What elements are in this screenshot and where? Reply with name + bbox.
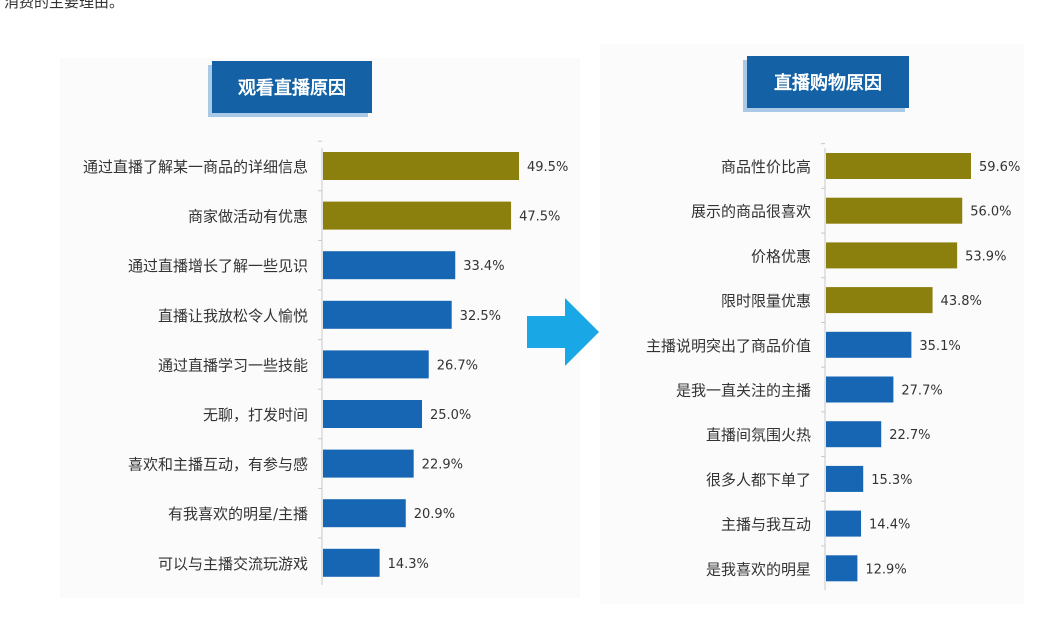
category-label: 直播让我放松令人愉悦 (158, 307, 308, 325)
category-label: 喜欢和主播互动，有参与感 (128, 456, 308, 474)
value-label: 53.9% (965, 249, 1006, 264)
value-label: 14.4% (869, 518, 910, 533)
bar-5 (323, 400, 422, 428)
value-label: 47.5% (519, 210, 560, 225)
bar-4 (323, 350, 429, 379)
bar-8 (826, 510, 862, 537)
value-label: 22.7% (889, 428, 930, 443)
category-label: 通过直播了解某一商品的详细信息 (83, 158, 308, 176)
bar-5 (826, 376, 894, 403)
category-label: 无聊，打发时间 (203, 406, 308, 424)
value-label: 12.9% (865, 562, 906, 577)
value-label: 20.9% (414, 507, 455, 522)
intro-text-fragment: 消费的主要理由。 (4, 0, 125, 11)
bar-2 (826, 242, 958, 269)
bar-6 (323, 449, 414, 478)
bar-1 (323, 201, 512, 230)
category-label: 很多人都下单了 (706, 471, 811, 489)
category-label: 是我一直关注的主播 (676, 382, 811, 400)
value-label: 49.5% (527, 160, 568, 175)
category-label: 有我喜欢的明星/主播 (168, 505, 308, 523)
category-label: 可以与主播交流玩游戏 (158, 555, 308, 573)
bar-6 (826, 421, 882, 448)
right-arrow-icon (527, 298, 599, 366)
category-label: 直播间氛围火热 (706, 426, 811, 444)
value-label: 43.8% (941, 294, 982, 309)
value-label: 15.3% (871, 473, 912, 488)
bar-8 (323, 548, 380, 577)
bar-0 (826, 153, 971, 179)
value-label: 56.0% (970, 205, 1011, 220)
value-label: 35.1% (919, 339, 960, 354)
value-label: 32.5% (460, 309, 501, 324)
category-label: 展示的商品很喜欢 (691, 203, 811, 221)
bar-4 (826, 331, 912, 358)
right-chart-title: 直播购物原因 (747, 56, 909, 108)
category-label: 商家做活动有优惠 (188, 208, 308, 226)
category-label: 通过直播学习一些技能 (158, 356, 308, 374)
bar-7 (323, 499, 406, 528)
category-label: 主播与我互动 (721, 516, 811, 534)
category-label: 商品性价比高 (721, 158, 811, 176)
value-label: 59.6% (979, 160, 1020, 175)
value-label: 14.3% (388, 557, 429, 572)
category-label: 限时限量优惠 (721, 292, 811, 310)
category-label: 通过直播增长了解一些见识 (128, 257, 308, 275)
value-label: 27.7% (901, 384, 942, 399)
left-chart-title: 观看直播原因 (212, 61, 372, 113)
bar-1 (826, 197, 963, 224)
bar-0 (323, 152, 519, 180)
value-label: 22.9% (422, 458, 463, 473)
category-label: 价格优惠 (751, 247, 811, 265)
bar-7 (826, 465, 864, 492)
bar-3 (323, 300, 452, 329)
bar-3 (826, 287, 933, 314)
value-label: 25.0% (430, 408, 471, 423)
value-label: 26.7% (437, 358, 478, 373)
bar-2 (323, 251, 456, 280)
bar-9 (826, 555, 858, 582)
category-label: 主播说明突出了商品价值 (646, 337, 811, 355)
value-label: 33.4% (463, 259, 504, 274)
right-chart-panel (600, 44, 1024, 604)
category-label: 是我喜欢的明星 (706, 560, 811, 578)
left-chart-panel (60, 58, 580, 598)
